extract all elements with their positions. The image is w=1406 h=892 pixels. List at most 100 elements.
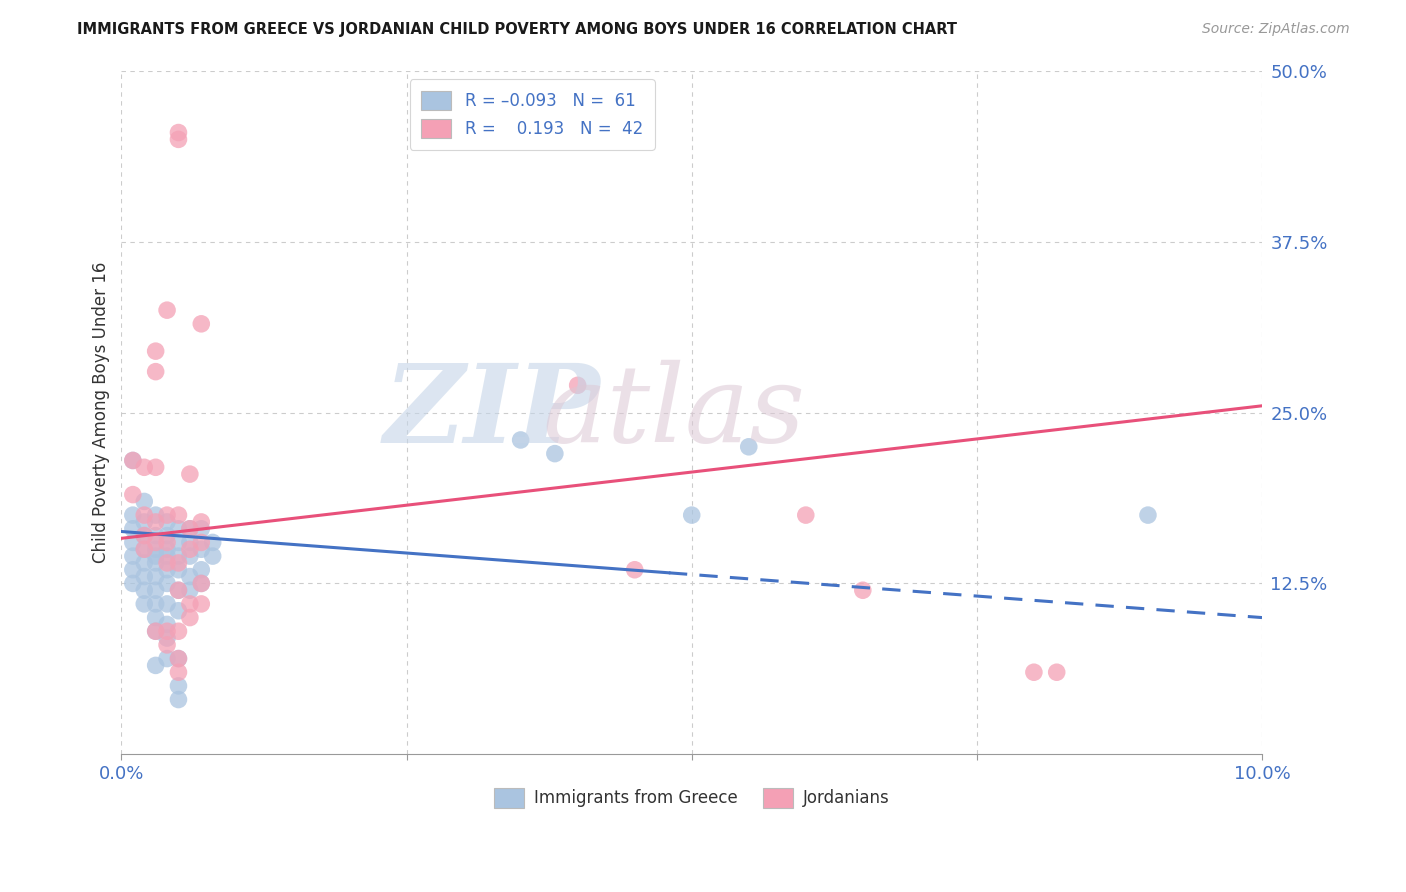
- Point: [167, 508, 190, 522]
- Point: [134, 528, 156, 542]
- Point: [121, 576, 143, 591]
- Point: [509, 433, 531, 447]
- Text: ZIP: ZIP: [384, 359, 600, 467]
- Point: [167, 583, 190, 598]
- Point: [145, 583, 167, 598]
- Point: [134, 528, 156, 542]
- Point: [167, 665, 190, 680]
- Point: [156, 528, 179, 542]
- Point: [167, 624, 190, 639]
- Point: [681, 508, 703, 522]
- Point: [179, 535, 201, 549]
- Point: [134, 542, 156, 557]
- Point: [145, 460, 167, 475]
- Point: [145, 658, 167, 673]
- Point: [156, 549, 179, 563]
- Point: [167, 522, 190, 536]
- Point: [167, 651, 190, 665]
- Y-axis label: Child Poverty Among Boys Under 16: Child Poverty Among Boys Under 16: [93, 262, 110, 564]
- Point: [145, 515, 167, 529]
- Point: [190, 563, 212, 577]
- Point: [190, 522, 212, 536]
- Point: [145, 549, 167, 563]
- Point: [567, 378, 589, 392]
- Point: [145, 344, 167, 359]
- Point: [134, 508, 156, 522]
- Point: [738, 440, 761, 454]
- Point: [134, 583, 156, 598]
- Point: [156, 651, 179, 665]
- Point: [156, 303, 179, 318]
- Point: [121, 522, 143, 536]
- Point: [156, 597, 179, 611]
- Point: [156, 631, 179, 645]
- Point: [190, 576, 212, 591]
- Point: [190, 535, 212, 549]
- Point: [167, 556, 190, 570]
- Point: [156, 542, 179, 557]
- Point: [167, 535, 190, 549]
- Point: [134, 494, 156, 508]
- Text: IMMIGRANTS FROM GREECE VS JORDANIAN CHILD POVERTY AMONG BOYS UNDER 16 CORRELATIO: IMMIGRANTS FROM GREECE VS JORDANIAN CHIL…: [77, 22, 957, 37]
- Point: [156, 515, 179, 529]
- Point: [145, 556, 167, 570]
- Point: [179, 467, 201, 482]
- Point: [167, 651, 190, 665]
- Point: [156, 508, 179, 522]
- Point: [145, 508, 167, 522]
- Point: [145, 569, 167, 583]
- Point: [145, 542, 167, 557]
- Point: [623, 563, 645, 577]
- Point: [167, 549, 190, 563]
- Point: [167, 563, 190, 577]
- Point: [190, 542, 212, 557]
- Point: [179, 542, 201, 557]
- Point: [179, 583, 201, 598]
- Point: [134, 597, 156, 611]
- Point: [190, 576, 212, 591]
- Point: [544, 447, 567, 461]
- Point: [121, 487, 143, 501]
- Point: [145, 535, 167, 549]
- Point: [167, 679, 190, 693]
- Point: [156, 624, 179, 639]
- Point: [190, 515, 212, 529]
- Point: [794, 508, 817, 522]
- Point: [179, 610, 201, 624]
- Point: [167, 583, 190, 598]
- Point: [145, 624, 167, 639]
- Point: [167, 132, 190, 146]
- Point: [179, 522, 201, 536]
- Point: [134, 556, 156, 570]
- Point: [134, 569, 156, 583]
- Point: [201, 535, 224, 549]
- Point: [121, 563, 143, 577]
- Point: [145, 597, 167, 611]
- Point: [156, 638, 179, 652]
- Point: [145, 365, 167, 379]
- Point: [121, 508, 143, 522]
- Point: [190, 597, 212, 611]
- Point: [1022, 665, 1045, 680]
- Point: [145, 528, 167, 542]
- Point: [1136, 508, 1159, 522]
- Point: [167, 692, 190, 706]
- Point: [156, 535, 179, 549]
- Point: [852, 583, 875, 598]
- Point: [121, 535, 143, 549]
- Point: [156, 576, 179, 591]
- Point: [145, 624, 167, 639]
- Point: [145, 610, 167, 624]
- Point: [179, 569, 201, 583]
- Point: [179, 549, 201, 563]
- Point: [201, 549, 224, 563]
- Point: [179, 597, 201, 611]
- Text: Source: ZipAtlas.com: Source: ZipAtlas.com: [1202, 22, 1350, 37]
- Point: [167, 604, 190, 618]
- Point: [156, 617, 179, 632]
- Point: [134, 515, 156, 529]
- Point: [121, 549, 143, 563]
- Point: [134, 460, 156, 475]
- Point: [121, 453, 143, 467]
- Point: [134, 542, 156, 557]
